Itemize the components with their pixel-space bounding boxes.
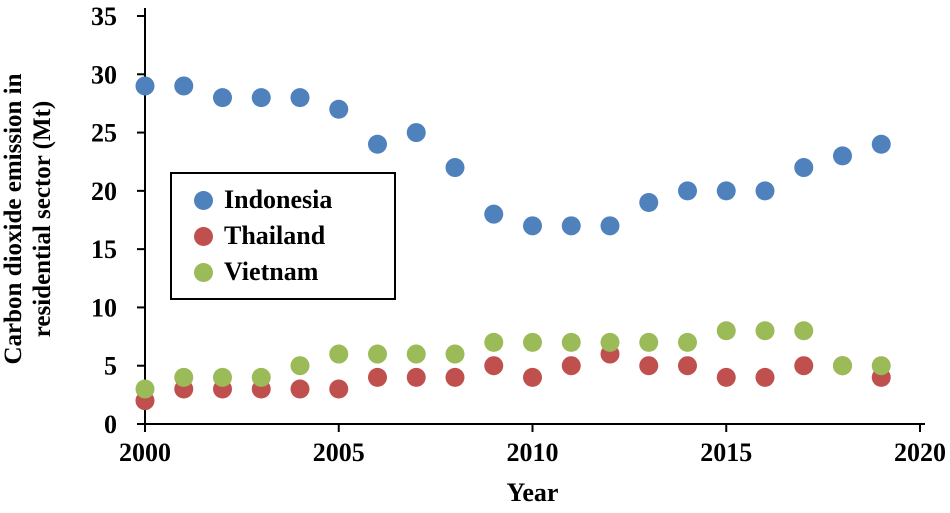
point-indonesia-2019 (871, 134, 891, 154)
point-thailand-2009 (484, 356, 504, 376)
y-axis-label-line1: Carbon dioxide emission in (0, 73, 27, 365)
y-tick-label: 25 (91, 119, 117, 148)
y-tick-label: 0 (104, 410, 117, 439)
x-tick-label: 2000 (119, 438, 171, 467)
point-vietnam-2009 (484, 332, 504, 352)
point-vietnam-2005 (329, 344, 349, 364)
point-indonesia-2015 (716, 181, 736, 201)
point-thailand-2005 (329, 379, 349, 399)
point-vietnam-2019 (871, 356, 891, 376)
point-vietnam-2002 (213, 367, 232, 387)
point-thailand-2017 (794, 356, 814, 376)
point-indonesia-2003 (251, 88, 271, 108)
y-tick-label: 5 (104, 352, 117, 381)
point-vietnam-2018 (833, 356, 852, 376)
point-indonesia-2018 (833, 146, 852, 166)
point-indonesia-2001 (174, 76, 194, 96)
point-thailand-2004 (290, 379, 310, 399)
point-vietnam-2014 (678, 332, 697, 352)
point-indonesia-2013 (639, 193, 659, 213)
legend-marker-thailand (194, 226, 213, 246)
point-vietnam-2017 (794, 321, 814, 341)
point-vietnam-2004 (290, 356, 310, 376)
point-indonesia-2011 (561, 216, 581, 236)
point-vietnam-2015 (716, 321, 736, 341)
point-vietnam-2008 (445, 344, 465, 364)
point-indonesia-2000 (135, 76, 155, 96)
point-indonesia-2005 (329, 99, 349, 119)
point-thailand-2008 (445, 367, 465, 387)
y-tick-label: 35 (91, 2, 117, 31)
legend-label-thailand: Thailand (224, 221, 326, 250)
point-thailand-2011 (561, 356, 581, 376)
point-indonesia-2006 (368, 134, 387, 154)
point-indonesia-2007 (406, 123, 426, 143)
y-axis-label: Carbon dioxide emission in residential s… (0, 0, 57, 439)
point-thailand-2010 (523, 367, 542, 387)
legend-label-vietnam: Vietnam (224, 257, 319, 286)
x-tick-label: 2005 (313, 438, 365, 467)
point-indonesia-2016 (755, 181, 775, 201)
legend: Indonesia Thailand Vietnam (170, 172, 396, 300)
y-tick-label: 20 (91, 177, 117, 206)
point-vietnam-2006 (368, 344, 387, 364)
point-indonesia-2010 (523, 216, 542, 236)
legend-label-indonesia: Indonesia (224, 185, 333, 214)
point-indonesia-2002 (213, 88, 232, 108)
point-indonesia-2008 (445, 158, 465, 178)
y-tick-label: 10 (91, 293, 117, 322)
point-thailand-2014 (678, 356, 697, 376)
point-vietnam-2012 (600, 332, 620, 352)
point-indonesia-2009 (484, 204, 504, 224)
point-indonesia-2014 (678, 181, 697, 201)
y-tick-label: 15 (91, 235, 117, 264)
point-vietnam-2013 (639, 332, 659, 352)
legend-item-thailand: Thailand (194, 223, 394, 249)
point-thailand-2007 (406, 367, 426, 387)
point-vietnam-2011 (561, 332, 581, 352)
point-thailand-2016 (755, 367, 775, 387)
point-indonesia-2004 (290, 88, 310, 108)
point-indonesia-2017 (794, 158, 814, 178)
point-thailand-2015 (716, 367, 736, 387)
point-vietnam-2010 (523, 332, 542, 352)
point-thailand-2006 (368, 367, 387, 387)
point-vietnam-2016 (755, 321, 775, 341)
point-indonesia-2012 (600, 216, 620, 236)
legend-item-vietnam: Vietnam (194, 259, 394, 285)
x-tick-label: 2010 (507, 438, 559, 467)
y-axis-label-line2: residential sector (Mt) (29, 100, 56, 338)
legend-item-indonesia: Indonesia (194, 187, 394, 213)
x-axis-label: Year (506, 478, 559, 507)
y-tick-label: 30 (91, 60, 117, 89)
point-vietnam-2003 (251, 367, 271, 387)
x-tick-label: 2020 (894, 438, 946, 467)
point-vietnam-2007 (406, 344, 426, 364)
point-vietnam-2000 (135, 379, 155, 399)
legend-marker-indonesia (194, 190, 213, 210)
x-tick-label: 2015 (700, 438, 752, 467)
point-thailand-2013 (639, 356, 659, 376)
point-vietnam-2001 (174, 367, 194, 387)
legend-marker-vietnam (194, 262, 213, 282)
